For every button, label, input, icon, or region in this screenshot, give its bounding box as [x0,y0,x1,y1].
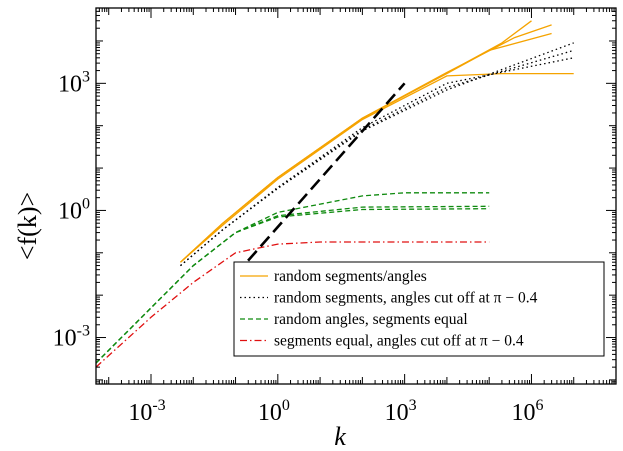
series-line-2-2 [96,208,490,364]
y-tick-label: 100 [58,195,90,224]
series-line-0-2 [180,20,532,263]
x-tick-label: 100 [258,397,290,426]
series-line-0-3 [180,72,574,263]
series-line-2-1 [96,205,490,364]
legend-label: random angles, segments equal [274,311,468,328]
x-tick-label: 106 [511,397,543,426]
legend-box [233,261,605,357]
series-line-1-1 [180,49,574,267]
y-tick-label: 103 [58,68,90,97]
axis-ticks: 10-3 100 103 106 10-3 100 103 [53,7,617,426]
series-line-0-1 [180,24,552,263]
x-axis-label: k [334,422,346,451]
series-line-4-0 [234,82,406,276]
series-line-1-0 [180,57,574,267]
series-line-3-0 [96,241,490,368]
series-line-0-0 [180,32,552,263]
legend-label: random segments, angles cut off at π − 0… [274,290,538,307]
x-tick-label: 10-3 [128,397,165,426]
series-line-1-2 [180,42,574,267]
legend-label: segments equal, angles cut off at π − 0.… [274,333,524,350]
x-tick-label: 103 [385,397,417,426]
y-tick-label: 10-3 [53,323,90,352]
legend: random segments/angles random segments, a… [233,261,605,357]
legend-label: random segments/angles [274,268,427,285]
y-axis-label: <f(k)> [13,192,42,260]
series-layer [96,20,574,368]
